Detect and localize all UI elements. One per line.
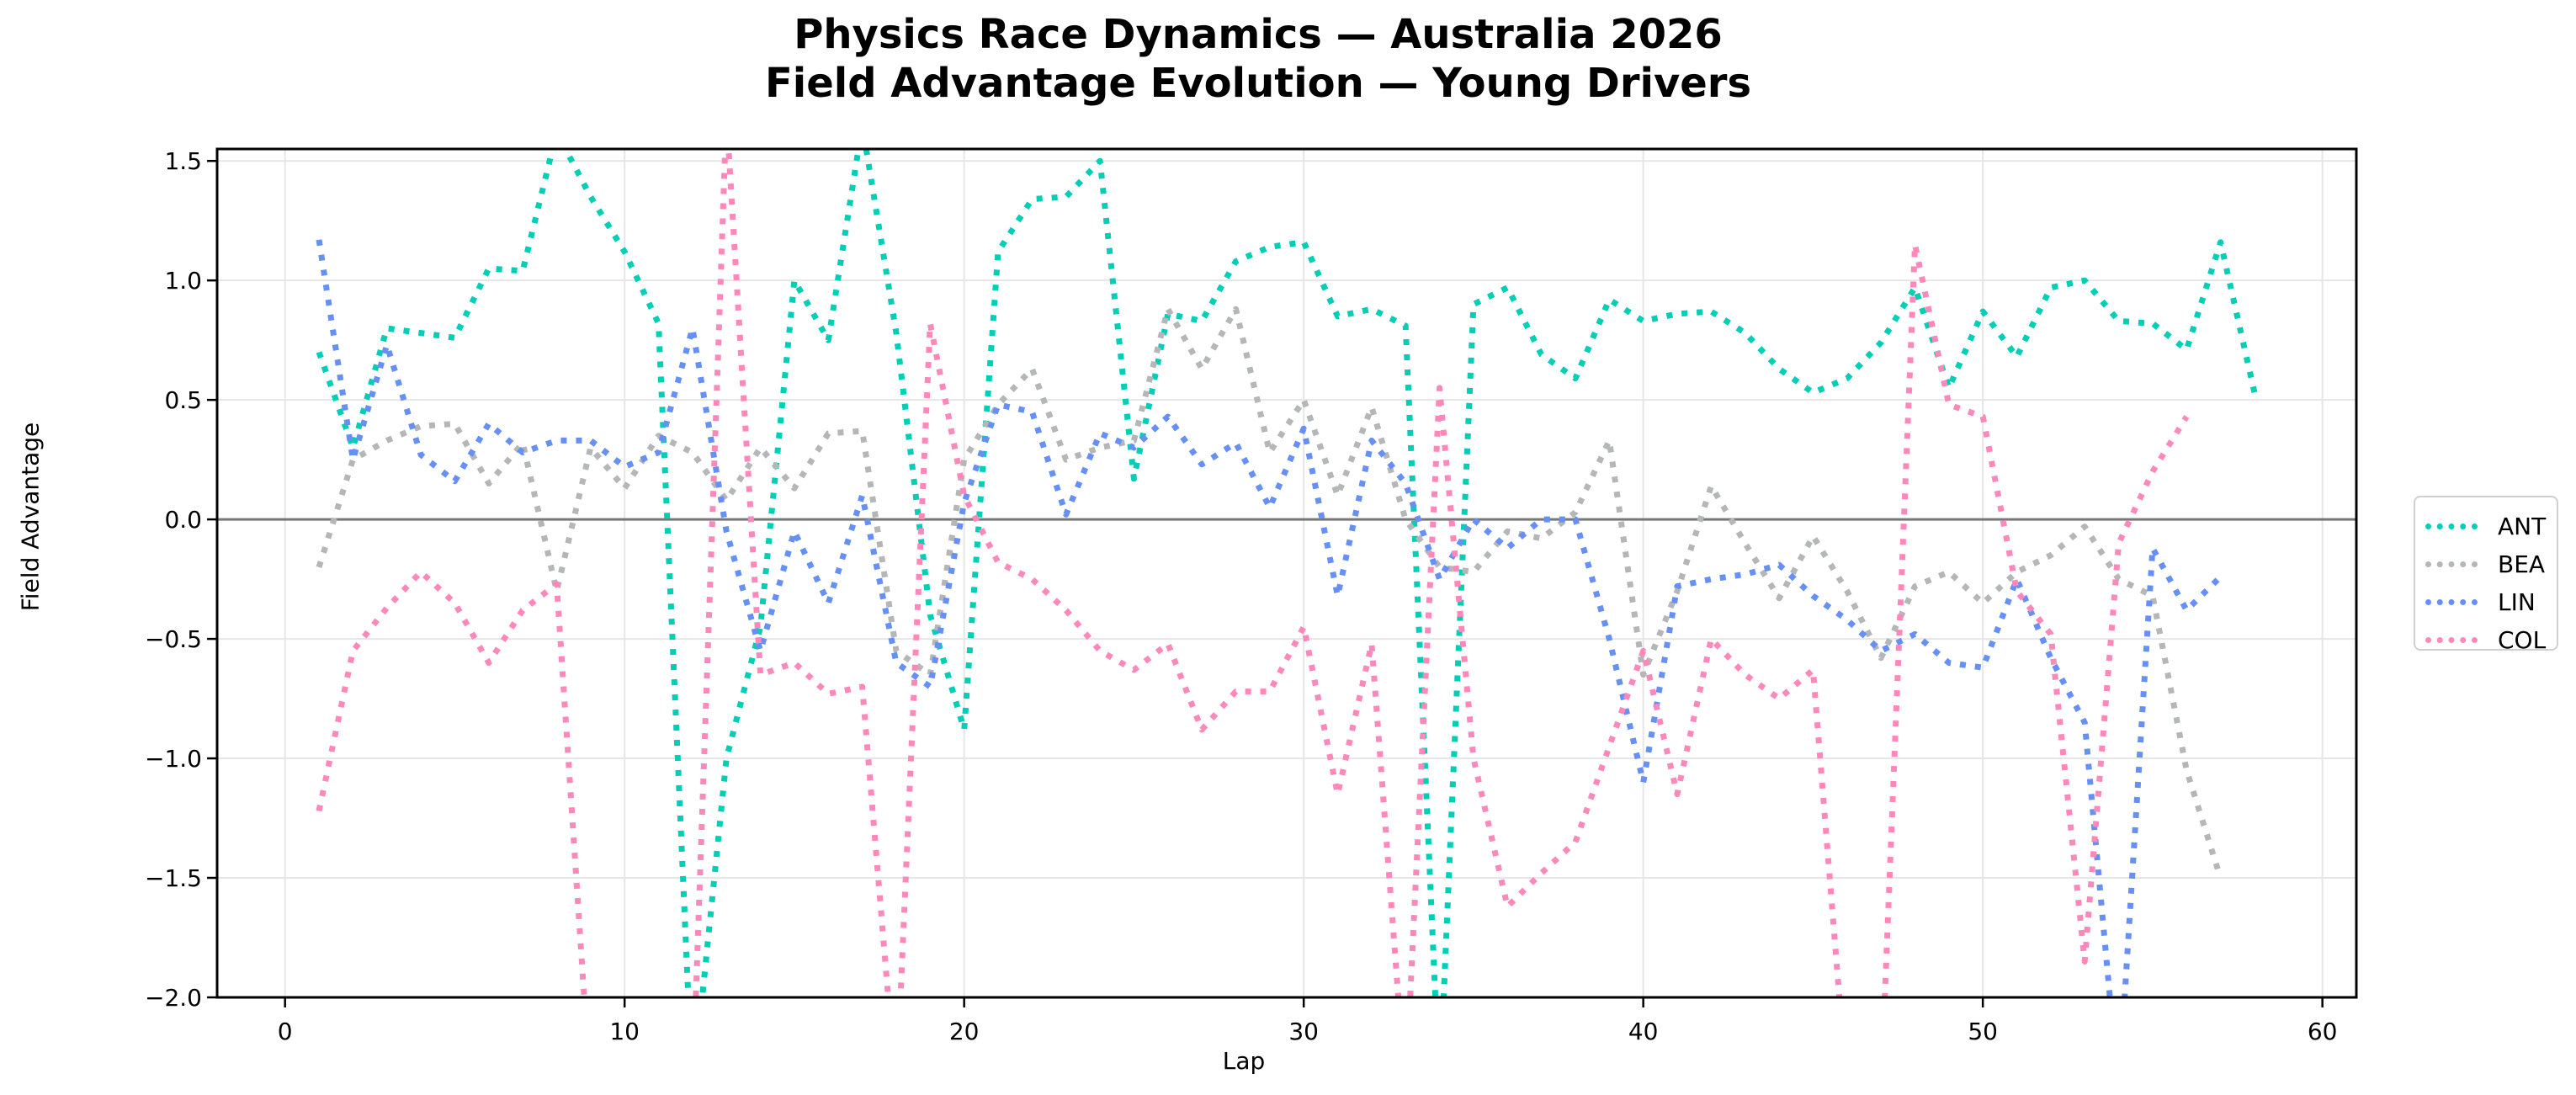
plot-frame [215,147,2358,999]
x-axis-label: Lap [1222,1047,1266,1075]
legend-swatch-col-icon [2425,636,2478,643]
x-tick-label: 50 [1968,1018,1998,1045]
y-tick-label: 1.5 [164,147,202,175]
chart-title: Physics Race Dynamics — Australia 2026 F… [0,10,2516,108]
x-tick-label: 0 [278,1018,293,1045]
legend-item-ant: ANT [2425,509,2546,543]
legend-item-lin: LIN [2425,585,2536,619]
y-tick-label: 1.0 [164,267,202,295]
series-line-ant [316,149,2258,997]
y-tick-label: −0.5 [145,625,202,653]
x-tick-label: 60 [2308,1018,2338,1045]
grid-lines [217,149,2356,998]
y-tick-label: 0.0 [164,506,202,534]
x-tick-label: 40 [1628,1018,1659,1045]
y-tick-label: −1.5 [145,864,202,892]
legend-item-col: COL [2425,623,2546,656]
y-tick-label: 0.5 [164,386,202,414]
title-line-1: Physics Race Dynamics — Australia 2026 [794,11,1723,58]
legend: ANT BEA LIN COL [2414,496,2558,654]
x-tick-label: 10 [609,1018,640,1045]
series-lines [316,149,2258,997]
legend-swatch-bea-icon [2425,561,2478,567]
y-tick-label: −1.0 [145,745,202,773]
y-axis-ticks: −2.0 −1.5 −1.0 −0.5 0.0 0.5 1.0 1.5 [145,147,217,1012]
legend-label: ANT [2498,512,2547,540]
x-axis-ticks: 0 10 20 30 40 50 60 [278,997,2338,1045]
legend-swatch-lin-icon [2425,598,2478,605]
series-line-bea [316,306,2223,880]
y-tick-label: −2.0 [145,984,202,1012]
legend-item-bea: BEA [2425,547,2545,581]
x-tick-label: 20 [949,1018,980,1045]
series-line-lin [316,239,2223,997]
y-axis-label: Field Advantage [16,422,45,612]
x-tick-label: 30 [1288,1018,1319,1045]
legend-swatch-ant-icon [2425,523,2478,529]
legend-label: BEA [2498,550,2546,578]
title-line-2: Field Advantage Evolution — Young Driver… [764,60,1752,107]
legend-label: LIN [2498,587,2536,616]
legend-label: COL [2498,625,2547,654]
